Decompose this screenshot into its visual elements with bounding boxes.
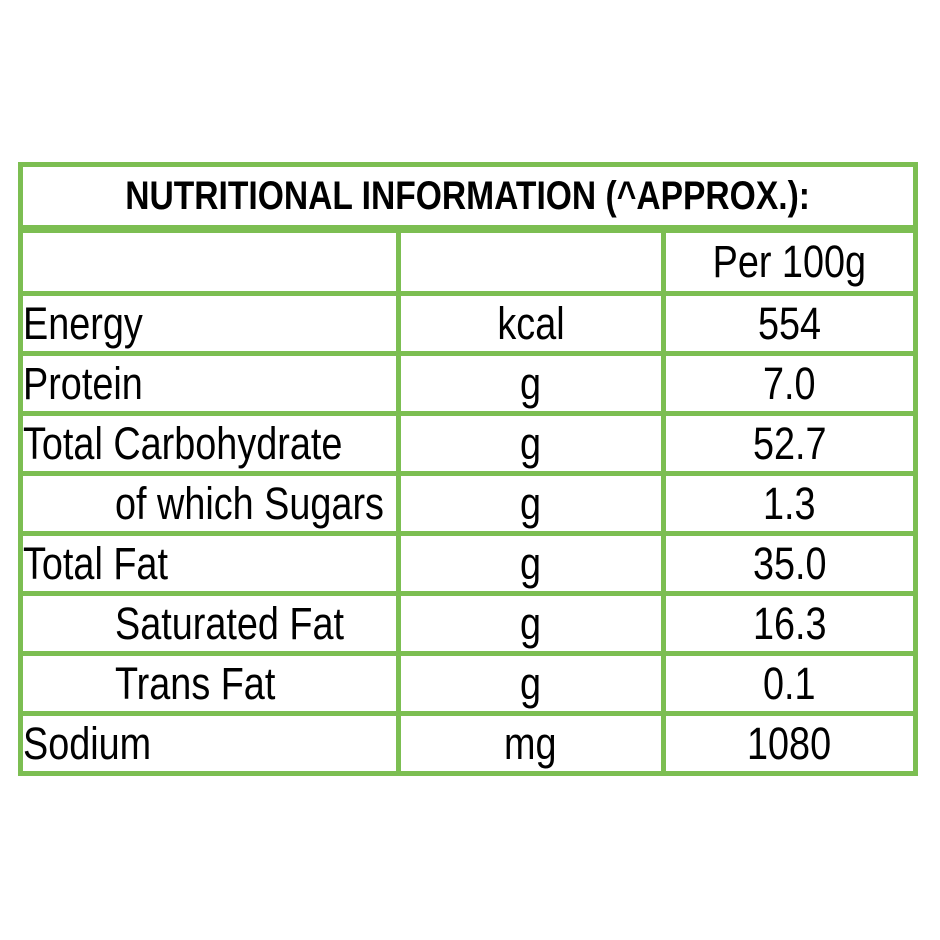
nutrient-value-text: 16.3 <box>752 597 827 649</box>
nutrient-name-text: Total Carbohydrate <box>23 417 343 469</box>
label-title-box: NUTRITIONAL INFORMATION (^APPROX.): <box>18 162 918 230</box>
nutrient-value: 52.7 <box>660 411 919 476</box>
nutrient-name: Total Fat <box>18 531 401 596</box>
nutrient-name-text: Total Fat <box>23 537 168 589</box>
nutrient-unit: g <box>395 351 666 416</box>
nutrient-name: Trans Fat <box>18 651 401 716</box>
nutrient-unit-text: kcal <box>497 297 565 349</box>
table-row-protein: Protein g 7.0 <box>18 351 919 416</box>
nutrient-unit-text: g <box>520 537 542 589</box>
nutrient-value-text: 0.1 <box>763 657 816 709</box>
nutrient-name-text: of which Sugars <box>115 477 384 529</box>
table-row-trans-fat: Trans Fat g 0.1 <box>18 651 919 716</box>
table-header-row: Per 100g <box>18 228 919 296</box>
nutrient-value-text: 1080 <box>747 717 832 769</box>
nutrient-value: 1080 <box>660 711 919 776</box>
nutrient-unit-text: g <box>520 357 542 409</box>
nutrient-value: 1.3 <box>660 471 919 536</box>
nutrient-unit: kcal <box>395 291 666 356</box>
nutrient-value: 554 <box>660 291 919 356</box>
nutrient-name: Saturated Fat <box>18 591 401 656</box>
nutrient-unit: g <box>395 411 666 476</box>
nutrition-label: NUTRITIONAL INFORMATION (^APPROX.): Per … <box>18 162 919 776</box>
nutrient-name: Sodium <box>18 711 401 776</box>
nutrient-unit-text: mg <box>504 717 557 769</box>
nutrient-name-text: Protein <box>23 357 143 409</box>
label-title: NUTRITIONAL INFORMATION (^APPROX.): <box>125 173 811 218</box>
nutrient-value-text: 52.7 <box>752 417 827 469</box>
nutrient-value: 0.1 <box>660 651 919 716</box>
nutrient-unit-text: g <box>520 477 542 529</box>
nutrient-value: 16.3 <box>660 591 919 656</box>
nutrient-unit-text: g <box>520 417 542 469</box>
table-row-total-fat: Total Fat g 35.0 <box>18 531 919 596</box>
nutrient-unit-text: g <box>520 657 542 709</box>
nutrient-name-text: Energy <box>23 297 143 349</box>
nutrient-unit: g <box>395 651 666 716</box>
table-row-saturated-fat: Saturated Fat g 16.3 <box>18 591 919 656</box>
nutrient-value-text: 35.0 <box>752 537 827 589</box>
nutrient-name: Total Carbohydrate <box>18 411 401 476</box>
table-row-total-carbohydrate: Total Carbohydrate g 52.7 <box>18 411 919 476</box>
nutrient-name-text: Trans Fat <box>115 657 276 709</box>
table-row-energy: Energy kcal 554 <box>18 291 919 356</box>
header-empty-cell-1 <box>18 228 401 296</box>
nutrient-name: Protein <box>18 351 401 416</box>
per-100g-header: Per 100g <box>660 228 919 296</box>
per-100g-header-text: Per 100g <box>712 236 866 287</box>
nutrient-unit: g <box>395 471 666 536</box>
nutrient-name: Energy <box>18 291 401 356</box>
nutrient-name-text: Saturated Fat <box>115 597 345 649</box>
nutrition-table: Per 100g Energy kcal 554 Protein <box>18 228 919 776</box>
nutrient-value-text: 554 <box>757 297 821 349</box>
nutrient-unit: mg <box>395 711 666 776</box>
nutrient-name: of which Sugars <box>18 471 401 536</box>
nutrient-value: 7.0 <box>660 351 919 416</box>
nutrient-unit: g <box>395 531 666 596</box>
nutrient-name-text: Sodium <box>23 717 152 769</box>
table-row-sodium: Sodium mg 1080 <box>18 711 919 776</box>
table-row-of-which-sugars: of which Sugars g 1.3 <box>18 471 919 536</box>
nutrient-unit-text: g <box>520 597 542 649</box>
nutrient-value: 35.0 <box>660 531 919 596</box>
nutrient-unit: g <box>395 591 666 656</box>
header-empty-cell-2 <box>395 228 666 296</box>
nutrient-value-text: 1.3 <box>763 477 816 529</box>
nutrient-value-text: 7.0 <box>763 357 816 409</box>
